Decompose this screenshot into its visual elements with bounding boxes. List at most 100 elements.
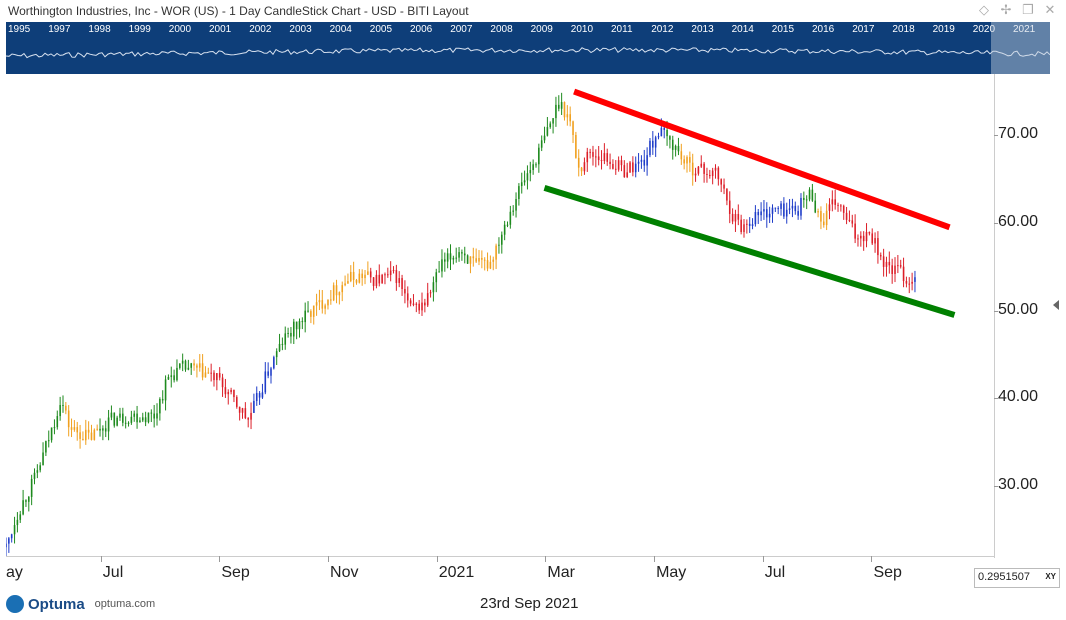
candle-body [307,310,309,312]
candle-body [626,172,628,178]
window-controls: ◇ ✢ ❐ ✕ [976,2,1058,18]
support-trendline[interactable] [543,185,956,318]
overview-year-label: 2020 [972,24,996,35]
overview-year-label: 2008 [490,24,513,35]
overview-year-label: 2018 [892,24,915,35]
candle-body [99,428,101,431]
x-axis[interactable]: ay Jul Sep Nov 2021 Mar May Jul Sep [6,556,994,588]
overview-year-label: 2021 [1013,24,1036,35]
candle-body [689,157,691,163]
diamond-icon[interactable]: ◇ [979,2,989,17]
x-tick-mark [219,556,221,562]
candle-body [16,519,19,526]
candle-body [489,261,492,269]
candle-body [287,332,289,334]
candle-body [102,428,104,431]
scroll-right-arrow-icon[interactable] [1049,265,1063,345]
overview-year-label: 2013 [691,24,714,35]
candle-body [159,398,161,414]
candle-body [110,412,113,418]
x-tick-label: 2021 [438,564,475,581]
candle-body [93,429,96,440]
candle-body [312,305,315,317]
candle-body [250,412,252,420]
candle-body [683,159,685,164]
candle-body [133,413,136,417]
candle-body [788,208,791,210]
candle-body [842,205,845,213]
candle-body [509,211,512,225]
candle-body [113,412,116,426]
candle-body [555,104,557,119]
overview-price-line [6,46,1050,59]
candle-body [586,151,589,163]
candle-body [703,163,705,174]
scale-box[interactable]: 0.2951507 XY [974,568,1060,588]
candle-body [492,259,495,262]
candlestick-chart[interactable] [5,74,994,557]
candle-body [697,166,700,174]
candle-body [569,114,571,122]
y-axis[interactable]: 30.00 40.00 50.00 60.00 70.00 [994,74,1060,556]
candle-body [589,151,591,153]
candle-body [899,265,902,267]
candle-body [290,332,292,337]
candle-body [335,285,338,296]
candle-body [851,220,854,224]
candle-body [774,207,777,209]
candle-body [546,127,549,136]
x-tick-label: May [656,564,687,581]
candle-body [5,543,7,548]
candle-body [808,189,811,200]
candle-body [452,257,455,260]
overview-year-label: 2009 [530,24,553,35]
overview-selection[interactable] [991,22,1050,74]
candle-body [828,204,831,211]
candle-body [404,289,406,294]
candle-body [45,441,47,453]
candle-body [441,259,443,272]
x-tick-mark [328,556,330,562]
close-icon[interactable]: ✕ [1044,2,1056,17]
footer: Optuma optuma.com 23rd Sep 2021 [0,590,1066,620]
overview-year-label: 1998 [88,24,111,35]
candle-body [597,156,600,161]
candle-body [349,271,352,282]
x-tick-label: Jul [102,564,124,581]
resistance-trendline[interactable] [573,88,951,231]
candle-body [666,129,668,137]
candle-body [820,211,822,222]
candle-body [247,418,249,420]
candle-body [905,281,908,284]
x-tick-label: ay [6,564,23,581]
candle-body [466,255,469,264]
candle-body [634,163,637,173]
candle-body [184,360,187,370]
optuma-logo-icon [6,595,24,613]
candle-body [261,392,264,398]
candle-body [848,219,851,221]
overview-navigator[interactable]: 2021 2020 2019 2018 2017 2016 2015 2014 2013 2012… [6,22,1050,74]
candle-body [583,162,586,172]
pin-icon[interactable]: ✢ [1000,2,1012,17]
candle-body [230,389,232,393]
candle-body [295,321,298,330]
candle-body [709,174,711,177]
candle-body [398,278,401,283]
candle-body [512,210,514,212]
candle-body [255,393,258,402]
candle-body [780,203,782,209]
candle-body [600,160,603,162]
scale-mode[interactable]: XY [1045,572,1056,581]
overview-year-label: 2016 [812,24,835,35]
restore-icon[interactable]: ❐ [1022,2,1034,17]
candle-body [124,422,127,424]
y-tick-label: 60.00 [998,212,1039,230]
candle-body [765,209,768,218]
candle-body [139,420,141,423]
candle-body [865,232,868,242]
candle-body [902,266,905,282]
candle-body [62,405,64,407]
candle-body [238,406,241,413]
chart-plot-area[interactable] [5,74,994,557]
